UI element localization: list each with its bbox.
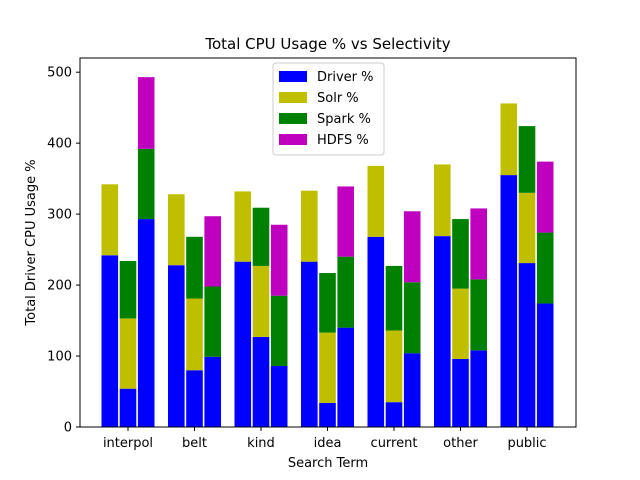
- bar-other-3-series-3: [470, 279, 487, 351]
- legend-label: Spark %: [317, 112, 371, 127]
- y-tick-label: 0: [64, 421, 72, 436]
- bar-idea-1-series-1: [301, 261, 318, 427]
- bar-other-2-series-3: [452, 219, 469, 289]
- bar-idea-1-series-2: [301, 190, 318, 262]
- bar-current-1-series-1: [367, 236, 385, 427]
- x-tick-label: current: [371, 436, 418, 451]
- x-axis-label: Search Term: [288, 456, 368, 471]
- bar-other-1-series-2: [434, 164, 451, 237]
- bar-belt-3-series-3: [204, 286, 221, 357]
- bar-kind-1-series-1: [234, 261, 252, 427]
- y-axis-ticks: 0 100 200 300 400 500: [47, 66, 80, 436]
- bar-public-3-series-1: [536, 303, 554, 427]
- bar-belt-2-series-3: [186, 236, 203, 299]
- bar-public-2-series-3: [518, 126, 536, 193]
- bar-interpol-3-series-1: [137, 219, 155, 427]
- bar-idea-3-series-4: [337, 186, 354, 257]
- bar-current-2-series-2: [385, 330, 403, 403]
- bar-other-2-series-1: [452, 358, 469, 427]
- y-tick-label: 400: [47, 137, 72, 152]
- y-tick-label: 300: [47, 208, 72, 223]
- bar-other-3-series-1: [470, 350, 487, 427]
- bar-current-2-series-3: [385, 265, 403, 331]
- bar-other-1-series-1: [434, 236, 451, 427]
- bars-layer: [101, 77, 554, 427]
- bar-idea-2-series-1: [319, 402, 336, 427]
- legend-swatch: [279, 92, 307, 103]
- bar-kind-1-series-2: [234, 191, 252, 262]
- legend-label: HDFS %: [317, 133, 369, 148]
- bar-public-1-series-2: [500, 103, 518, 176]
- bar-public-3-series-3: [536, 232, 554, 304]
- bar-public-1-series-1: [500, 175, 518, 427]
- x-tick-label: kind: [247, 436, 275, 451]
- bar-belt-1-series-1: [168, 265, 185, 427]
- bar-kind-3-series-3: [270, 295, 288, 366]
- bar-idea-2-series-2: [319, 332, 336, 403]
- bar-belt-3-series-1: [204, 356, 221, 427]
- legend-swatch: [279, 134, 307, 145]
- x-tick-label: other: [443, 436, 478, 451]
- bar-current-3-series-4: [403, 211, 421, 283]
- bar-current-1-series-2: [367, 165, 385, 237]
- bar-interpol-2-series-2: [119, 318, 137, 389]
- x-tick-label: public: [507, 436, 546, 451]
- bar-belt-2-series-2: [186, 298, 203, 371]
- bar-kind-3-series-4: [270, 224, 288, 296]
- bar-idea-3-series-1: [337, 327, 354, 427]
- bar-interpol-3-series-4: [137, 77, 155, 149]
- bar-other-3-series-4: [470, 208, 487, 280]
- bar-belt-3-series-4: [204, 216, 221, 287]
- bar-interpol-1-series-2: [101, 184, 119, 256]
- y-tick-label: 500: [47, 66, 72, 81]
- bar-kind-2-series-1: [252, 336, 270, 427]
- y-tick-label: 100: [47, 350, 72, 365]
- x-axis-ticks: interpol belt kind idea current other public: [103, 427, 547, 451]
- legend-swatch: [279, 113, 307, 124]
- x-tick-label: idea: [314, 436, 342, 451]
- bar-current-2-series-1: [385, 402, 403, 427]
- y-tick-label: 200: [47, 279, 72, 294]
- bar-idea-3-series-3: [337, 256, 354, 328]
- bar-public-2-series-2: [518, 192, 536, 264]
- bar-kind-2-series-2: [252, 265, 270, 337]
- bar-current-3-series-1: [403, 353, 421, 427]
- bar-interpol-2-series-1: [119, 388, 137, 427]
- bar-public-3-series-4: [536, 161, 554, 233]
- bar-public-2-series-1: [518, 263, 536, 427]
- chart-title: Total CPU Usage % vs Selectivity: [204, 35, 450, 53]
- bar-other-2-series-2: [452, 288, 469, 359]
- legend-label: Driver %: [317, 70, 374, 85]
- bar-idea-2-series-3: [319, 273, 336, 333]
- legend-swatch: [279, 71, 307, 82]
- bar-current-3-series-3: [403, 282, 421, 354]
- legend: Driver % Solr % Spark % HDFS %: [272, 62, 385, 156]
- x-tick-label: interpol: [103, 436, 153, 451]
- bar-interpol-3-series-3: [137, 148, 155, 220]
- bar-kind-2-series-3: [252, 207, 270, 266]
- bar-belt-1-series-2: [168, 194, 185, 266]
- bar-interpol-1-series-1: [101, 255, 119, 427]
- x-tick-label: belt: [182, 436, 207, 451]
- bar-belt-2-series-1: [186, 370, 203, 427]
- bar-kind-3-series-1: [270, 365, 288, 427]
- bar-interpol-2-series-3: [119, 260, 137, 319]
- legend-box: [272, 62, 385, 156]
- y-axis-label: Total Driver CPU Usage %: [24, 159, 39, 326]
- legend-label: Solr %: [317, 91, 359, 106]
